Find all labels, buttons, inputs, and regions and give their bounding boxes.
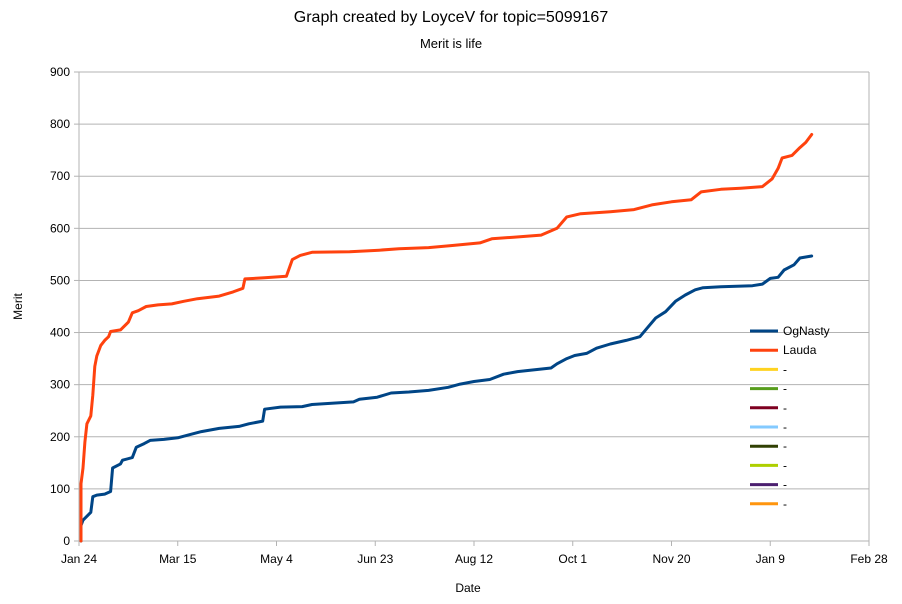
- y-axis-label: Merit: [11, 293, 25, 320]
- y-tick-label: 100: [50, 482, 70, 496]
- legend-label: -: [783, 382, 787, 396]
- y-tick-label: 600: [50, 221, 70, 235]
- legend-label: OgNasty: [783, 324, 830, 338]
- legend-label: -: [783, 420, 787, 434]
- chart-subtitle: Merit is life: [419, 36, 483, 51]
- x-tick-label: Nov 20: [652, 552, 690, 566]
- x-tick-label: Jan 9: [756, 552, 786, 566]
- chart-title: Graph created by LoyceV for topic=509916…: [293, 9, 609, 26]
- legend-label: -: [783, 439, 787, 453]
- x-axis-ticks: Jan 24 Mar 15 May 4 Jun 23 Aug 12 Oct 1 Nov 20…: [61, 541, 888, 566]
- y-tick-label: 0: [63, 534, 70, 548]
- x-tick-label: Mar 15: [159, 552, 197, 566]
- y-tick-label: 500: [50, 273, 70, 287]
- x-tick-label: Oct 1: [558, 552, 587, 566]
- y-tick-label: 700: [50, 169, 70, 183]
- x-axis-label: Date: [455, 581, 481, 595]
- axes: [78, 72, 870, 542]
- legend-label: Lauda: [783, 343, 817, 357]
- x-tick-label: Aug 12: [455, 552, 493, 566]
- series-lines: [79, 133, 814, 543]
- series-line-lauda: [79, 133, 814, 543]
- y-tick-label: 800: [50, 117, 70, 131]
- y-tick-label: 300: [50, 378, 70, 392]
- x-tick-label: May 4: [260, 552, 293, 566]
- legend-label: -: [783, 497, 787, 511]
- legend-label: -: [783, 401, 787, 415]
- y-tick-label: 200: [50, 430, 70, 444]
- gridlines: [79, 71, 869, 542]
- x-tick-label: Jun 23: [357, 552, 393, 566]
- y-axis-ticks: 0 100 200 300 400 500 600 700 800 900: [50, 65, 79, 548]
- x-tick-label: Jan 24: [61, 552, 97, 566]
- y-tick-label: 400: [50, 326, 70, 340]
- legend-label: -: [783, 458, 787, 472]
- x-tick-label: Feb 28: [850, 552, 888, 566]
- series-line-ognasty: [79, 254, 814, 543]
- y-tick-label: 900: [50, 65, 70, 79]
- legend-label: -: [783, 478, 787, 492]
- legend: OgNasty Lauda - - - - - - - -: [750, 324, 830, 511]
- legend-label: -: [783, 362, 787, 376]
